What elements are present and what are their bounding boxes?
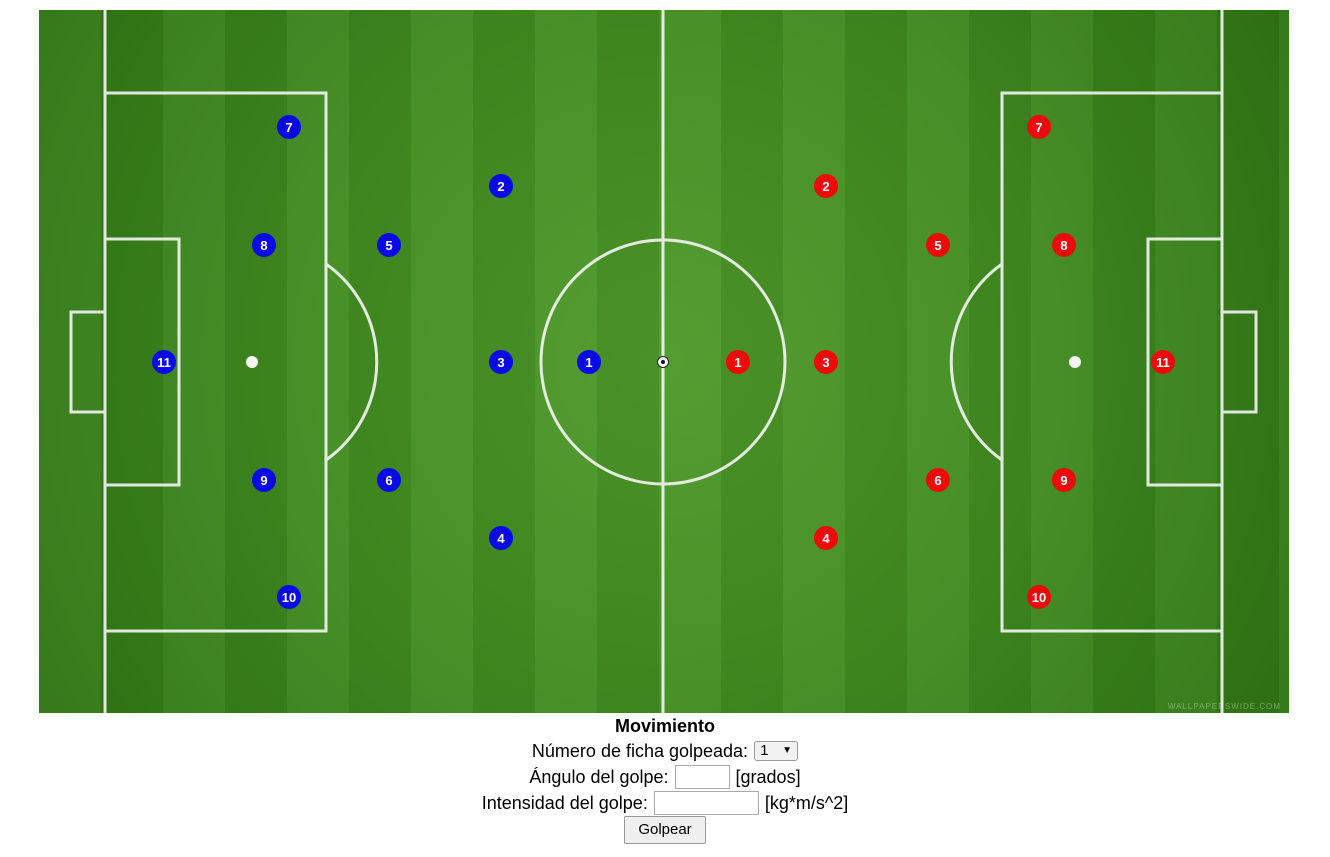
hit-button[interactable]: Golpear	[624, 816, 706, 844]
red-player-9[interactable]: 9	[1052, 468, 1076, 492]
field-lines	[69, 10, 1258, 713]
blue-player-5[interactable]: 5	[377, 233, 401, 257]
blue-player-8[interactable]: 8	[252, 233, 276, 257]
red-player-2[interactable]: 2	[814, 174, 838, 198]
red-player-8[interactable]: 8	[1052, 233, 1076, 257]
red-player-7[interactable]: 7	[1027, 115, 1051, 139]
blue-player-4[interactable]: 4	[489, 526, 513, 550]
piece-label: Número de ficha golpeada:	[531, 741, 749, 761]
red-player-1[interactable]: 1	[726, 350, 750, 374]
intensity-label: Intensidad del golpe:	[481, 793, 648, 813]
blue-player-6[interactable]: 6	[377, 468, 401, 492]
blue-player-11[interactable]: 11	[152, 350, 176, 374]
red-player-5[interactable]: 5	[926, 233, 950, 257]
soccer-ball-icon	[657, 356, 669, 368]
intensity-row: Intensidad del golpe: [kg*m/s^2]	[0, 790, 1330, 816]
blue-player-9[interactable]: 9	[252, 468, 276, 492]
blue-player-2[interactable]: 2	[489, 174, 513, 198]
piece-select[interactable]: 1 ▼	[754, 741, 799, 761]
button-row: Golpear	[0, 816, 1330, 844]
blue-player-10[interactable]: 10	[277, 585, 301, 609]
red-player-10[interactable]: 10	[1027, 585, 1051, 609]
panel-title: Movimiento	[614, 716, 715, 736]
chevron-down-icon: ▼	[782, 745, 793, 756]
blue-player-1[interactable]: 1	[577, 350, 601, 374]
piece-row: Número de ficha golpeada: 1 ▼	[0, 738, 1330, 764]
angle-unit: [grados]	[735, 767, 801, 787]
movement-panel: Movimiento Número de ficha golpeada: 1 ▼…	[0, 714, 1330, 844]
blue-player-3[interactable]: 3	[489, 350, 513, 374]
red-player-11[interactable]: 11	[1151, 350, 1175, 374]
angle-row: Ángulo del golpe: [grados]	[0, 764, 1330, 790]
watermark: WALLPAPERSWIDE.COM	[1167, 702, 1281, 711]
intensity-unit: [kg*m/s^2]	[764, 793, 849, 813]
soccer-field: 1 2 3 4 5 6 7 8 9 10 11 1 2 3 4 5 6 7 8 …	[39, 10, 1289, 713]
red-player-6[interactable]: 6	[926, 468, 950, 492]
intensity-input[interactable]	[653, 791, 759, 815]
angle-label: Ángulo del golpe:	[529, 767, 669, 787]
piece-select-value: 1	[760, 742, 769, 759]
blue-player-7[interactable]: 7	[277, 115, 301, 139]
red-player-4[interactable]: 4	[814, 526, 838, 550]
red-player-3[interactable]: 3	[814, 350, 838, 374]
angle-input[interactable]	[674, 765, 730, 789]
